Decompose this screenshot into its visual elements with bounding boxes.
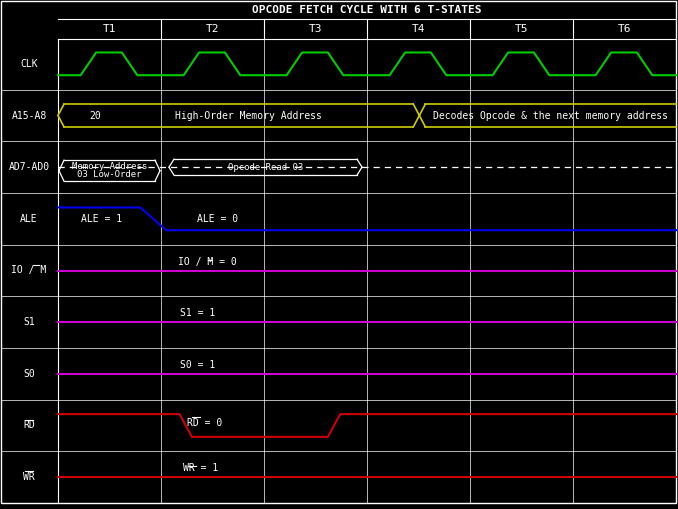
Text: T6: T6	[618, 24, 631, 34]
Text: 20: 20	[89, 110, 102, 121]
Text: IO / M = 0: IO / M = 0	[178, 257, 237, 267]
Text: CLK: CLK	[20, 59, 38, 69]
Text: S1 = 1: S1 = 1	[180, 308, 215, 318]
Text: T2: T2	[205, 24, 219, 34]
Text: High-Order Memory Address: High-Order Memory Address	[175, 110, 322, 121]
Text: A15-A8: A15-A8	[12, 110, 47, 121]
Text: S0: S0	[23, 369, 35, 379]
Text: S1: S1	[23, 317, 35, 327]
Text: T3: T3	[308, 24, 322, 34]
Text: RD = 0: RD = 0	[187, 417, 222, 428]
Text: 03 Low-Order: 03 Low-Order	[77, 171, 142, 179]
Text: ALE: ALE	[20, 214, 38, 224]
Text: ALE = 0: ALE = 0	[197, 214, 238, 224]
Text: WR: WR	[23, 472, 35, 482]
Text: T5: T5	[515, 24, 528, 34]
Text: Opcode Read 03: Opcode Read 03	[228, 163, 303, 172]
Text: RD: RD	[23, 420, 35, 431]
Text: Decodes Opcode & the next memory address: Decodes Opcode & the next memory address	[433, 110, 669, 121]
Text: OPCODE FETCH CYCLE WITH 6 T-STATES: OPCODE FETCH CYCLE WITH 6 T-STATES	[252, 5, 482, 15]
Text: S0 = 1: S0 = 1	[180, 360, 215, 370]
Text: T1: T1	[103, 24, 116, 34]
Text: AD7-AD0: AD7-AD0	[8, 162, 49, 172]
Text: WR = 1: WR = 1	[183, 463, 218, 473]
Text: IO / M: IO / M	[12, 266, 47, 275]
Text: ALE = 1: ALE = 1	[81, 214, 122, 224]
Text: T4: T4	[412, 24, 425, 34]
Text: Memory Address: Memory Address	[72, 162, 147, 171]
